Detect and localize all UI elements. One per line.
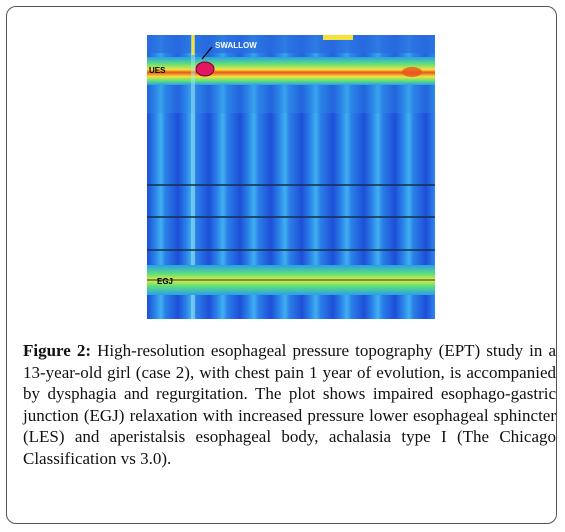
caption-label: Figure 2: [23, 341, 92, 360]
event-label: SWALLOW [215, 41, 257, 50]
caption: Figure 2: High-resolution esophageal pre… [23, 340, 556, 470]
upper-label: UES [149, 66, 166, 75]
figure-frame: SWALLOW UES EGJ Figure 2: High-resolutio… [6, 6, 557, 524]
caption-text: High-resolution esophageal pressure topo… [23, 341, 557, 468]
lower-label: EGJ [157, 277, 173, 286]
pressure-topography: SWALLOW UES EGJ [147, 35, 435, 319]
